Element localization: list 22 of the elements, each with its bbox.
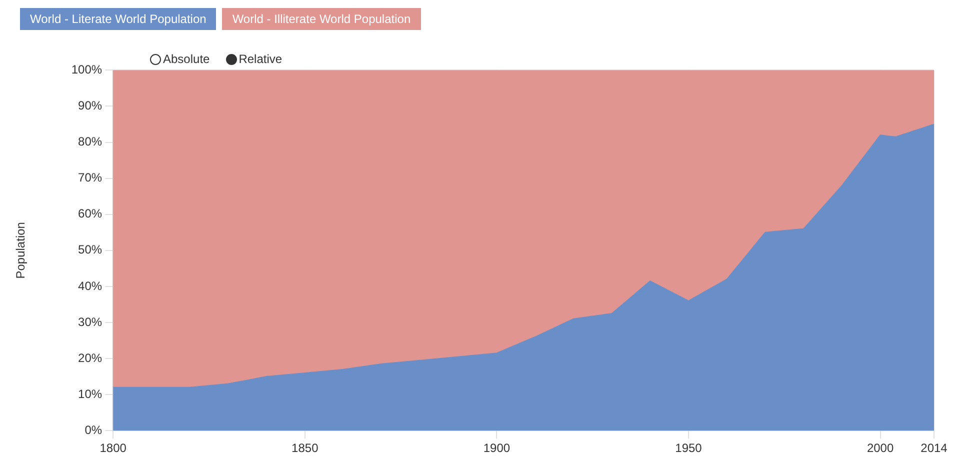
x-tick-label: 2000 bbox=[866, 441, 894, 456]
x-tick-label: 1800 bbox=[100, 441, 127, 456]
y-tick-label: 100% bbox=[71, 62, 102, 77]
x-tick-label: 1950 bbox=[675, 441, 702, 456]
y-tick-label: 40% bbox=[78, 278, 102, 293]
y-tick-label: 10% bbox=[78, 386, 102, 401]
text: World - Illiterate World Population bbox=[222, 8, 421, 30]
y-tick-label: 0% bbox=[84, 422, 102, 437]
text: Absolute bbox=[162, 52, 210, 66]
y-axis-title: Population bbox=[14, 222, 28, 279]
x-tick-label: 2014 bbox=[920, 441, 948, 456]
y-tick-label: 20% bbox=[78, 350, 102, 365]
y-tick-label: 90% bbox=[78, 98, 102, 113]
y-tick-label: 80% bbox=[78, 134, 102, 149]
y-tick-label: 70% bbox=[78, 170, 102, 185]
y-tick-label: 30% bbox=[78, 314, 102, 329]
text: Relative bbox=[238, 52, 282, 66]
x-tick-label: 1850 bbox=[292, 441, 319, 456]
y-tick-label: 60% bbox=[78, 206, 102, 221]
x-tick-label: 1900 bbox=[483, 441, 510, 456]
text: World - Literate World Population bbox=[20, 8, 216, 30]
y-tick-label: 50% bbox=[78, 242, 102, 257]
